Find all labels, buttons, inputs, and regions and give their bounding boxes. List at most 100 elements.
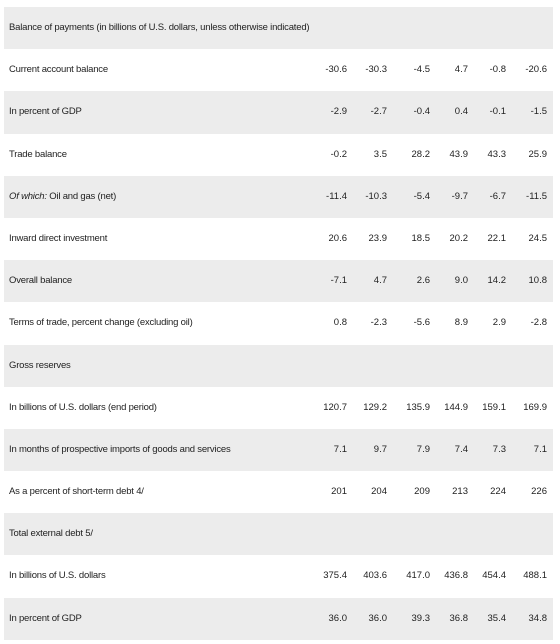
- cell-value: 3.5: [373, 148, 387, 160]
- table-row: In percent of GDP 36.0 36.0 39.3 36.8 35.4 34.…: [4, 597, 553, 640]
- label-text: Total external debt 5/: [9, 528, 93, 540]
- cell-value: 7.4: [454, 443, 468, 455]
- label-text: In billions of U.S. dollars: [9, 570, 106, 582]
- cell-value: -1.5: [530, 106, 547, 118]
- cell-value: 169.9: [523, 401, 547, 413]
- table-row: In percent of GDP -2.9 -2.7 -0.4 0.4 -0.1 -1.5: [4, 91, 553, 134]
- row-label: Balance of payments (in billions of U.S.…: [9, 7, 310, 49]
- cell-value: 23.9: [368, 232, 388, 244]
- cell-value: 454.4: [482, 570, 506, 582]
- cell-value: 14.2: [487, 275, 507, 287]
- cell-value: 0.4: [454, 106, 468, 118]
- table-row: Terms of trade, percent change (excludin…: [4, 302, 553, 344]
- cell-value: 436.8: [444, 570, 468, 582]
- cell-value: 224: [490, 486, 506, 498]
- cell-value: 213: [452, 486, 468, 498]
- cell-value: 20.2: [449, 232, 469, 244]
- cell-value: 7.1: [533, 443, 547, 455]
- table-row: In months of prospective imports of good…: [4, 428, 553, 472]
- label-text: Overall balance: [9, 275, 73, 287]
- cell-value: -0.1: [489, 106, 506, 118]
- cell-value: 4.7: [454, 64, 468, 76]
- cell-value: 226: [531, 486, 547, 498]
- table-row: In billions of U.S. dollars 375.4 403.6 417…: [4, 555, 553, 597]
- row-label: In percent of GDP: [9, 598, 82, 640]
- cell-value: 43.3: [487, 148, 507, 160]
- cell-value: 24.5: [528, 232, 548, 244]
- label-text: Balance of payments (in billions of U.S.…: [9, 22, 310, 33]
- cell-value: -5.6: [413, 317, 430, 329]
- cell-value: 144.9: [444, 401, 468, 413]
- cell-value: 22.1: [487, 232, 507, 244]
- cell-value: -2.3: [370, 317, 387, 329]
- row-label: Current account balance: [9, 49, 108, 91]
- label-text: Oil and gas (net): [49, 190, 117, 202]
- cell-value: -5.4: [413, 190, 430, 202]
- table-row: Overall balance -7.1 4.7 2.6 9.0 14.2 10.8: [4, 260, 553, 303]
- cell-value: 43.9: [449, 148, 469, 160]
- cell-value: -9.7: [451, 190, 468, 202]
- cell-value: 9.7: [373, 443, 387, 455]
- cell-value: 375.4: [323, 570, 347, 582]
- label-text: In percent of GDP: [9, 612, 82, 624]
- cell-value: -4.5: [413, 64, 430, 76]
- label-text: Trade balance: [9, 148, 67, 160]
- label-text: Inward direct investment: [9, 232, 108, 244]
- cell-value: 36.8: [449, 612, 469, 624]
- label-text: In billions of U.S. dollars (end period): [9, 401, 157, 413]
- row-label: Inward direct investment: [9, 218, 107, 260]
- cell-value: -2.7: [370, 106, 387, 118]
- cell-value: -30.3: [365, 64, 387, 76]
- row-label: In billions of U.S. dollars: [9, 555, 106, 597]
- cell-value: 159.1: [482, 401, 506, 413]
- cell-value: 120.7: [323, 401, 347, 413]
- table-row: Balance of payments (in billions of U.S.…: [4, 7, 553, 50]
- row-label: Terms of trade, percent change (excludin…: [9, 302, 193, 344]
- row-label: In months of prospective imports of good…: [9, 429, 231, 471]
- cell-value: 35.4: [487, 612, 507, 624]
- cell-value: 7.9: [416, 443, 430, 455]
- cell-value: -20.6: [525, 64, 547, 76]
- table: Balance of payments (in billions of U.S.…: [4, 7, 553, 640]
- cell-value: -2.9: [330, 106, 347, 118]
- cell-value: 18.5: [411, 232, 431, 244]
- row-label: As a percent of short-term debt 4/: [9, 471, 144, 513]
- row-label: Overall balance: [9, 260, 72, 302]
- label-text: Gross reserves: [9, 359, 71, 371]
- cell-value: 28.2: [411, 148, 431, 160]
- table-row: Total external debt 5/: [4, 513, 553, 556]
- cell-value: -6.7: [489, 190, 506, 202]
- cell-value: 9.0: [454, 275, 468, 287]
- cell-value: 403.6: [363, 570, 387, 582]
- cell-value: 7.3: [492, 443, 506, 455]
- cell-value: 129.2: [363, 401, 387, 413]
- cell-value: 20.6: [328, 232, 348, 244]
- label-text: Current account balance: [9, 64, 108, 76]
- table-row: Current account balance -30.6 -30.3 -4.5 4.7…: [4, 49, 553, 91]
- cell-value: 2.9: [492, 317, 506, 329]
- row-label: In percent of GDP: [9, 91, 82, 133]
- cell-value: 36.0: [368, 612, 388, 624]
- label-text: As a percent of short-term debt 4/: [9, 486, 144, 498]
- cell-value: 7.1: [333, 443, 347, 455]
- table-row: Gross reserves: [4, 344, 553, 387]
- cell-value: 2.6: [416, 275, 430, 287]
- table-row: Inward direct investment 20.6 23.9 18.5 20.2…: [4, 218, 553, 260]
- cell-value: 417.0: [406, 570, 430, 582]
- cell-value: 488.1: [523, 570, 547, 582]
- row-label: Of which: Oil and gas (net): [9, 176, 116, 218]
- table-row: Trade balance -0.2 3.5 28.2 43.9 43.3 25.9: [4, 134, 553, 176]
- cell-value: -11.4: [326, 190, 347, 202]
- cell-value: 209: [414, 486, 430, 498]
- table-row: In billions of U.S. dollars (end period)…: [4, 387, 553, 429]
- cell-value: -0.8: [489, 64, 506, 76]
- cell-value: 10.8: [528, 275, 548, 287]
- cell-value: -2.8: [530, 317, 547, 329]
- table-row: Of which: Oil and gas (net) -11.4 -10.3 -5.…: [4, 175, 553, 218]
- cell-value: 204: [371, 486, 387, 498]
- cell-value: -0.4: [413, 106, 430, 118]
- cell-value: 34.8: [528, 612, 548, 624]
- row-label: In billions of U.S. dollars (end period): [9, 387, 157, 429]
- cell-value: 0.8: [333, 317, 347, 329]
